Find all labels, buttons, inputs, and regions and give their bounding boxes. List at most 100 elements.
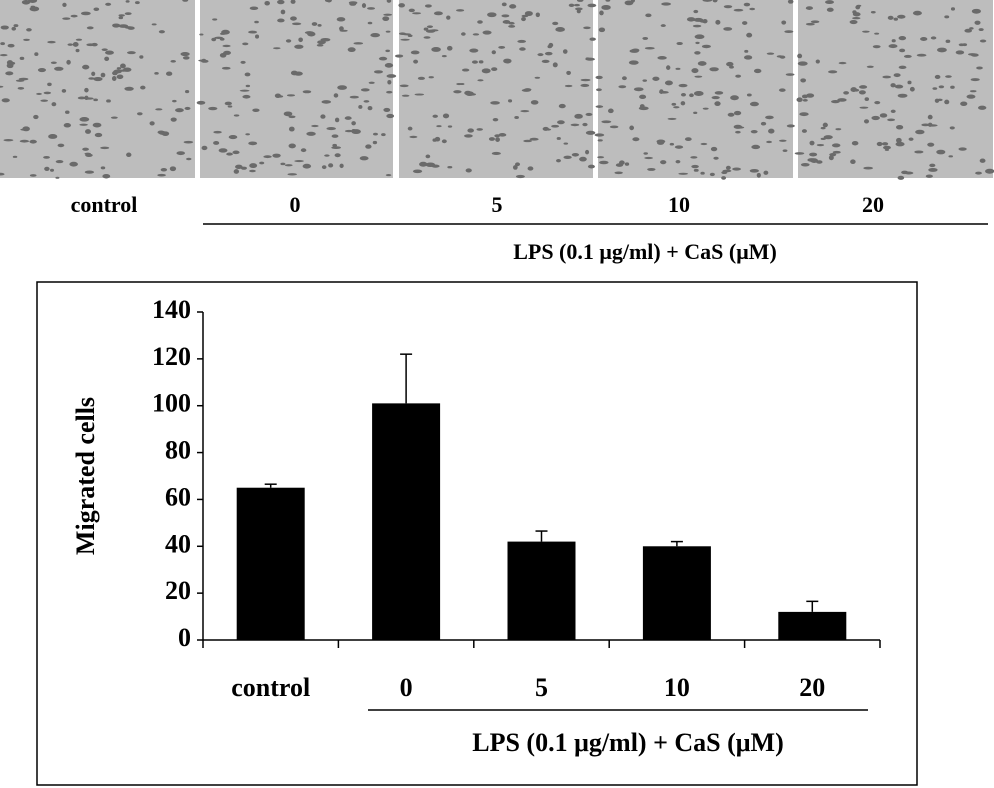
cell (19, 139, 30, 143)
cell (863, 166, 874, 170)
cell (566, 70, 571, 76)
cell (666, 65, 671, 70)
cell (964, 28, 972, 33)
cell (948, 155, 953, 158)
cell (595, 75, 603, 80)
y-tick-label: 20 (165, 576, 191, 605)
cell (184, 89, 190, 94)
cell (694, 75, 703, 78)
cell (381, 133, 386, 137)
cell (302, 90, 312, 94)
cell (778, 139, 787, 142)
cell (387, 79, 392, 85)
cell (235, 164, 243, 169)
cell (284, 164, 293, 167)
cell (423, 36, 431, 39)
cell (337, 85, 347, 90)
cell (570, 123, 580, 127)
cell (950, 7, 956, 11)
cell (916, 53, 927, 57)
cell (732, 167, 742, 171)
cell (921, 123, 930, 127)
cell (937, 47, 947, 53)
cell (211, 37, 217, 42)
cell (633, 87, 644, 92)
cell (351, 128, 356, 133)
cell (837, 98, 847, 102)
cell (930, 36, 937, 40)
x-tick-label: 5 (535, 673, 548, 702)
cell (331, 146, 342, 149)
cell (615, 163, 624, 167)
cell (979, 39, 987, 43)
cell (874, 101, 881, 105)
cell (372, 140, 378, 145)
cell (709, 172, 715, 177)
cell (710, 146, 718, 152)
cell (110, 116, 118, 119)
cell (960, 101, 968, 107)
cell (374, 70, 383, 74)
cell (498, 133, 507, 137)
cell (575, 7, 583, 11)
cell (118, 14, 125, 17)
cell (118, 24, 129, 28)
cell (492, 118, 499, 122)
cell (519, 47, 526, 51)
panel-label: 0 (290, 192, 301, 217)
cell (65, 110, 70, 114)
cell (968, 53, 977, 56)
cell (321, 165, 327, 170)
cell (630, 0, 635, 3)
cell (547, 45, 553, 49)
cell (723, 5, 733, 9)
cell (75, 48, 80, 53)
cell (383, 13, 393, 16)
cell (208, 106, 218, 111)
cell (507, 99, 513, 103)
cell (542, 126, 549, 131)
cell (34, 52, 39, 57)
cell (398, 32, 406, 36)
cell (714, 91, 724, 95)
cell (574, 113, 583, 119)
cell (583, 26, 591, 30)
cell (221, 66, 231, 70)
cell (280, 9, 286, 15)
cell (781, 20, 787, 25)
cell (249, 163, 258, 169)
cell (410, 50, 420, 55)
cell (481, 68, 491, 74)
cell (733, 110, 742, 116)
y-tick-label: 100 (152, 389, 191, 418)
cell (124, 12, 132, 15)
cell (521, 17, 526, 22)
panel-caption: LPS (0.1 μg/ml) + CaS (μM) (513, 239, 777, 264)
cell (749, 7, 756, 11)
cell (0, 25, 9, 30)
cell (400, 38, 410, 41)
cell (925, 174, 933, 178)
y-tick-label: 120 (152, 342, 191, 371)
cell (691, 164, 699, 169)
cell (702, 107, 709, 110)
cell (831, 100, 840, 104)
cell (184, 106, 191, 110)
cell (556, 159, 561, 163)
micrograph (0, 0, 195, 178)
cell (491, 67, 498, 72)
cell (509, 4, 517, 9)
cell (47, 82, 52, 87)
cell (84, 87, 89, 93)
cell (182, 56, 190, 60)
cell (490, 101, 500, 105)
cell (287, 173, 297, 176)
cell (43, 91, 52, 95)
cell (149, 121, 155, 126)
cell (669, 142, 675, 146)
cell (701, 44, 711, 49)
cell (598, 27, 606, 33)
cell (23, 38, 30, 41)
cell (866, 65, 874, 68)
cell (580, 78, 591, 82)
